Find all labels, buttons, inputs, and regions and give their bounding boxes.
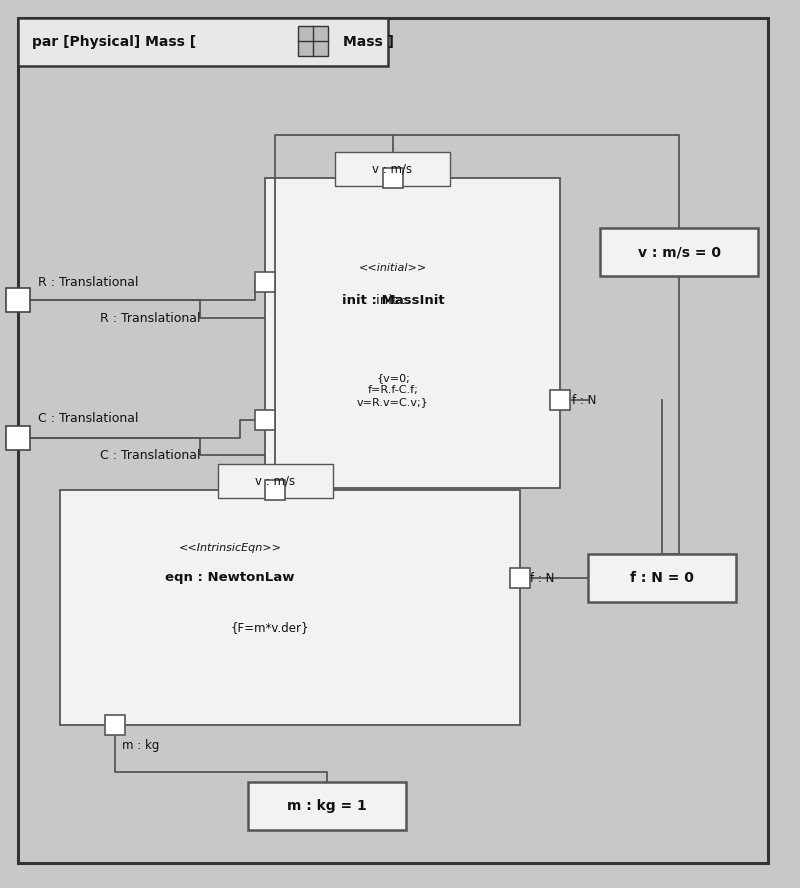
Text: par [Physical] Mass [: par [Physical] Mass [ [32,35,196,49]
Bar [335,152,450,186]
Bar [265,178,560,488]
Bar [255,410,275,430]
Bar [105,715,125,735]
Bar [550,390,570,410]
Text: C : Translational: C : Translational [100,448,201,462]
Bar [218,464,333,498]
Text: Mass ]: Mass ] [343,35,394,49]
Bar [600,228,758,276]
Text: {F=m*v.der}: {F=m*v.der} [230,622,310,635]
Bar [510,568,530,588]
Text: <<IntrinsicEqn>>: <<IntrinsicEqn>> [178,543,282,553]
Text: v : m/s: v : m/s [373,163,413,176]
Bar [6,426,30,450]
Text: R : Translational: R : Translational [100,312,201,324]
Text: f : N: f : N [530,572,554,584]
Text: init : MassInit: init : MassInit [342,294,444,306]
Text: eqn : NewtonLaw: eqn : NewtonLaw [166,572,294,584]
Text: <<initial>>: <<initial>> [359,263,427,273]
Bar [6,288,30,312]
Text: {v=0;
f=R.f-C.f;
v=R.v=C.v;}: {v=0; f=R.f-C.f; v=R.v=C.v;} [357,373,429,407]
Bar [298,26,328,56]
Bar [255,272,275,292]
Bar [265,480,285,500]
Text: v : m/s: v : m/s [255,474,295,488]
Bar [60,490,520,725]
Bar [248,782,406,830]
Text: f : N = 0: f : N = 0 [630,571,694,585]
Text: C : Translational: C : Translational [38,411,138,424]
Text: init :: init : [376,294,410,306]
Text: m : kg: m : kg [122,739,159,751]
Bar [383,168,403,188]
Text: R : Translational: R : Translational [38,275,138,289]
Text: m : kg = 1: m : kg = 1 [287,799,367,813]
Text: f : N: f : N [572,393,596,407]
Bar [588,554,736,602]
Bar [18,18,388,66]
Text: v : m/s = 0: v : m/s = 0 [638,245,721,259]
